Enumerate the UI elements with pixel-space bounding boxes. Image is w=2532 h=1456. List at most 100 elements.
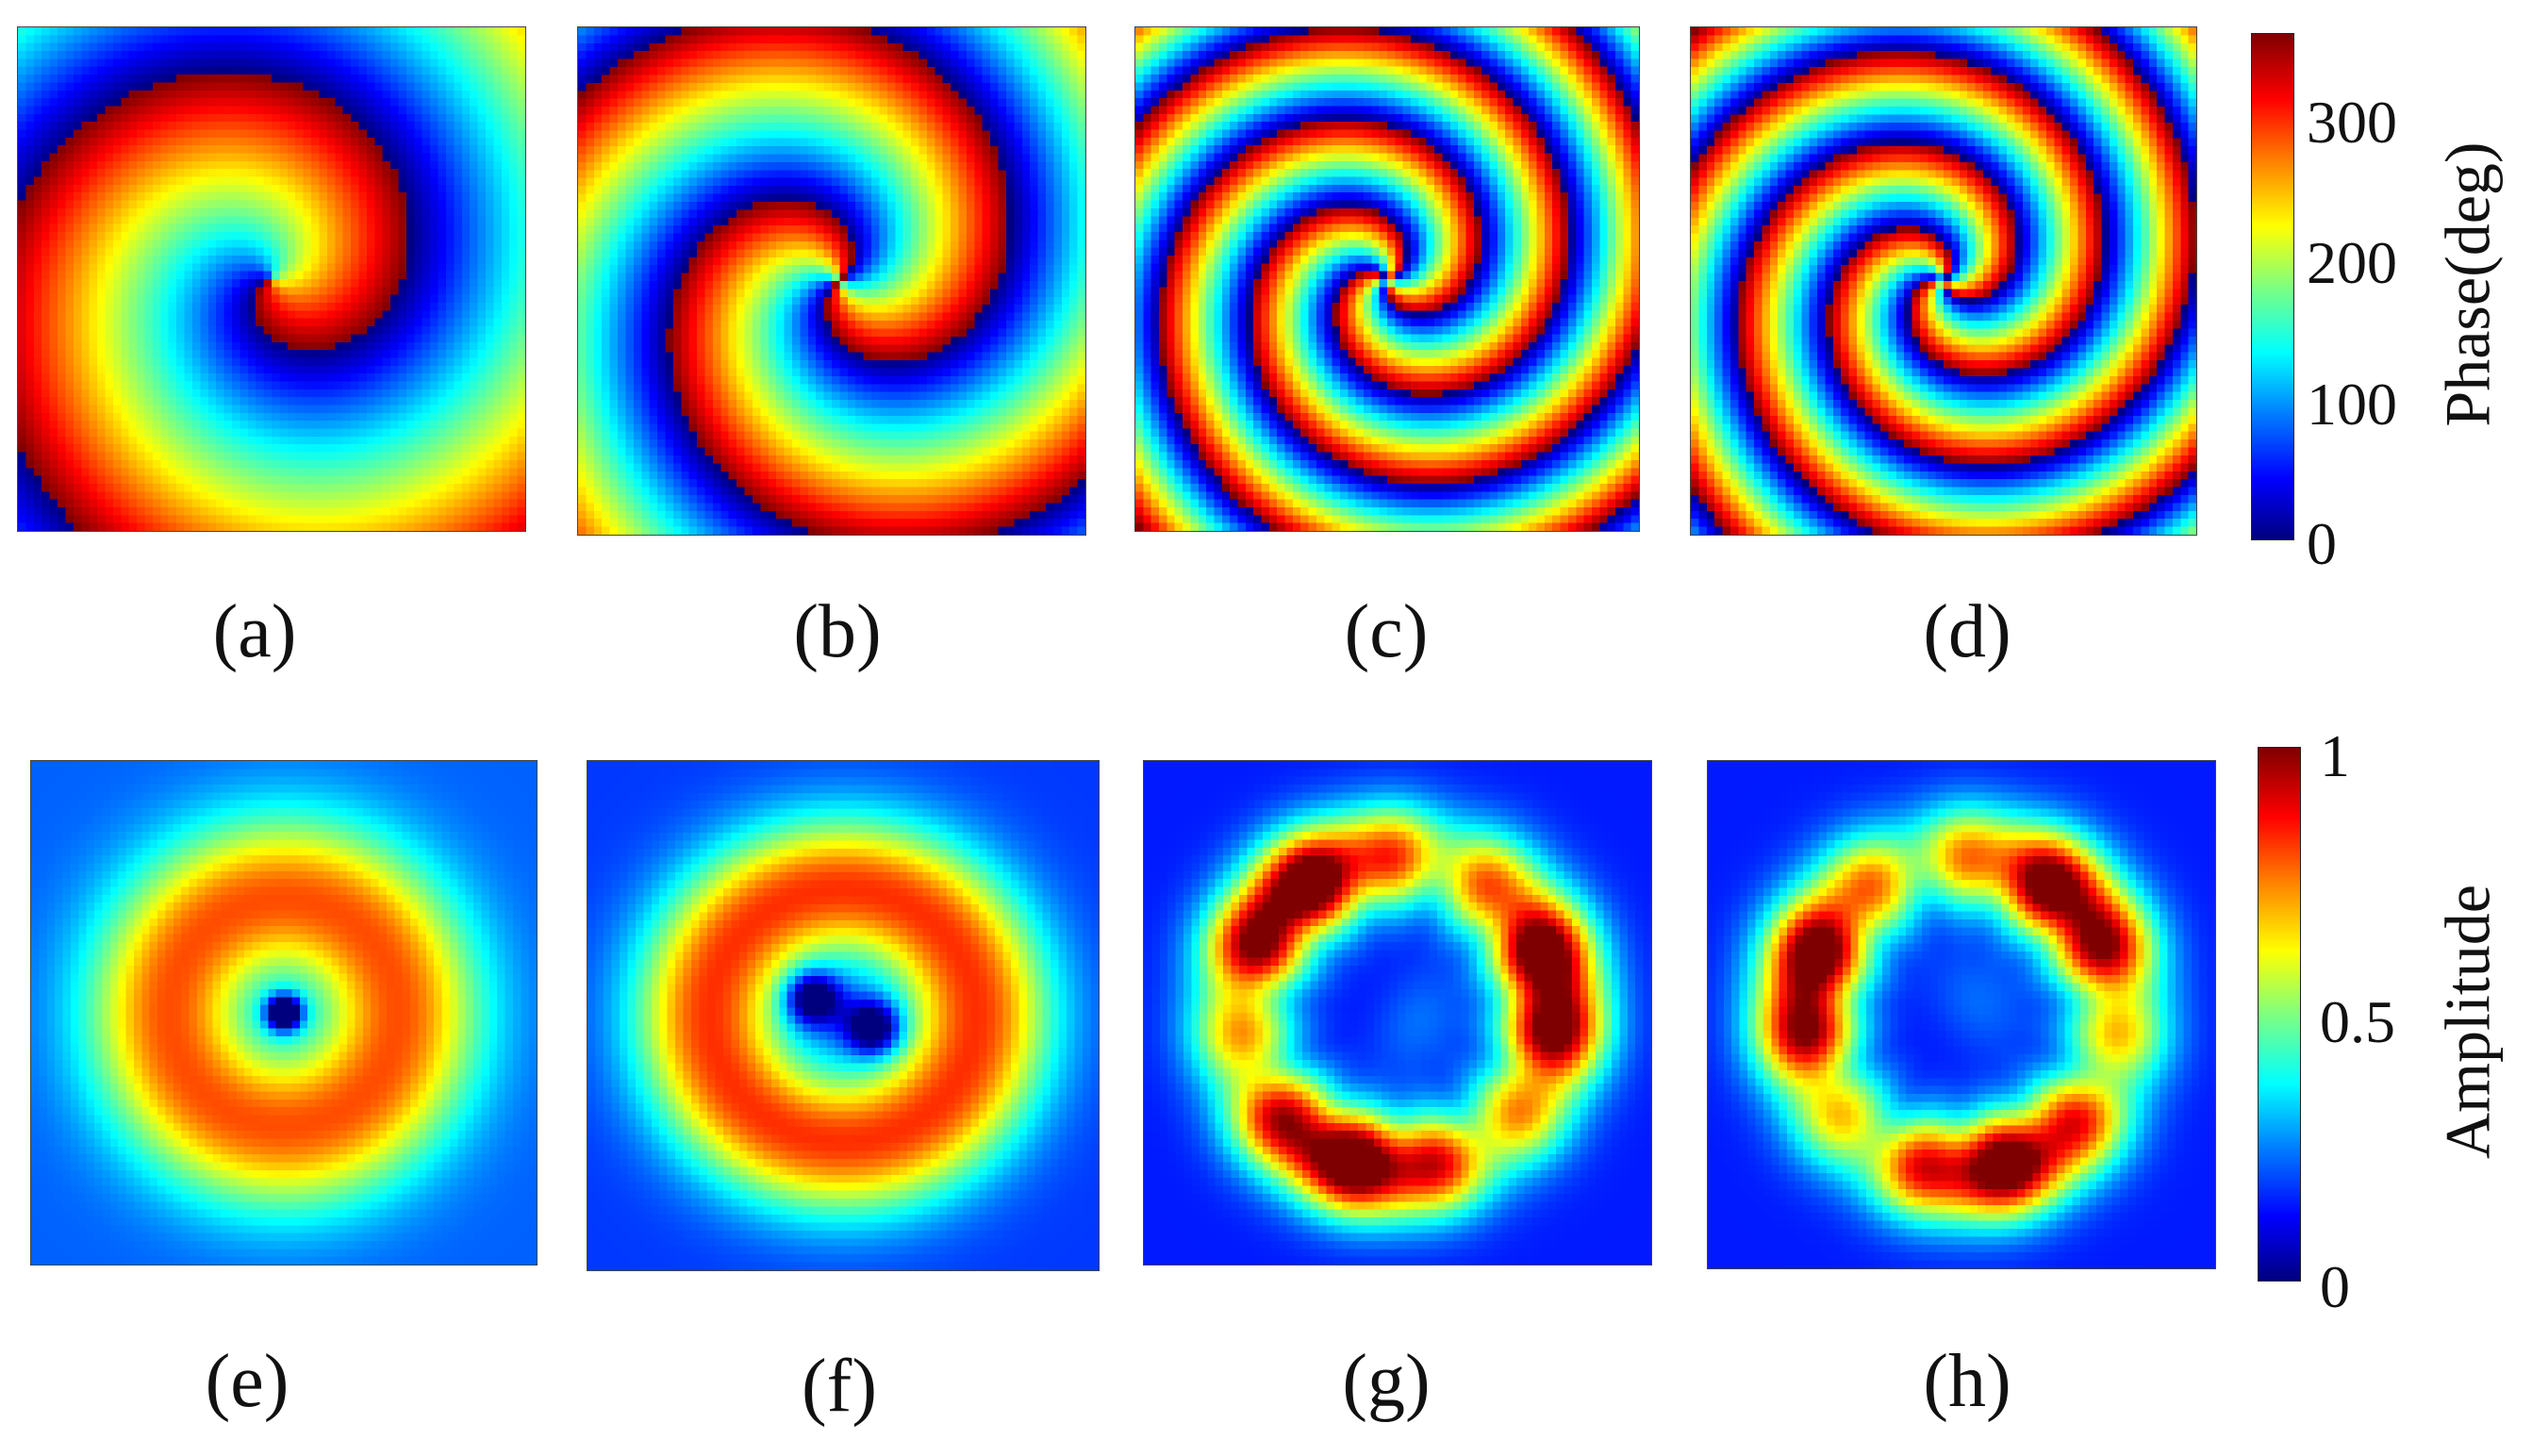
heatmap-cell — [97, 192, 106, 201]
heatmap-cell — [390, 310, 399, 320]
heatmap-cell — [1030, 74, 1038, 84]
heatmap-cell — [137, 499, 145, 508]
heatmap-cell — [366, 381, 375, 390]
heatmap-cell — [33, 231, 42, 240]
heatmap-cell — [295, 247, 305, 256]
heatmap-cell — [485, 428, 494, 438]
heatmap-cell — [105, 436, 114, 445]
heatmap-cell — [263, 98, 273, 107]
heatmap-cell — [374, 373, 384, 382]
heatmap-cell — [256, 184, 265, 193]
heatmap-cell — [374, 169, 384, 177]
heatmap-cell — [911, 107, 919, 115]
heatmap-cell — [279, 51, 289, 59]
heatmap-cell — [430, 169, 439, 177]
heatmap-cell — [128, 506, 138, 516]
heatmap-cell — [895, 42, 904, 52]
heatmap-cell — [414, 207, 423, 217]
heatmap-cell — [152, 506, 161, 516]
heatmap-cell — [405, 223, 415, 233]
heatmap-cell — [445, 240, 455, 249]
heatmap-cell — [430, 522, 439, 531]
heatmap-cell — [470, 74, 478, 83]
heatmap-cell — [144, 428, 154, 438]
heatmap-cell — [58, 334, 66, 343]
heatmap-cell — [200, 381, 209, 390]
heatmap-cell — [319, 122, 328, 130]
heatmap-cell — [279, 318, 289, 327]
heatmap-cell — [517, 82, 525, 91]
heatmap-cell — [263, 113, 273, 123]
heatmap-cell — [390, 137, 399, 146]
heatmap-cell — [303, 90, 312, 99]
heatmap-cell — [784, 51, 793, 60]
heatmap-cell — [461, 231, 471, 240]
heatmap-cell — [319, 184, 328, 193]
heatmap-cell — [501, 106, 510, 115]
heatmap-cell — [319, 145, 328, 154]
heatmap-cell — [776, 107, 785, 115]
heatmap-cell — [144, 137, 154, 146]
heatmap-cell — [665, 98, 674, 108]
heatmap-cell — [879, 58, 888, 68]
heatmap-cell — [89, 255, 98, 264]
heatmap-cell — [112, 176, 122, 186]
heatmap-cell — [485, 82, 494, 91]
heatmap-cell — [168, 129, 177, 139]
heatmap-cell — [168, 294, 177, 304]
heatmap-cell — [184, 35, 193, 44]
heatmap-cell — [430, 506, 439, 516]
heatmap-cell — [501, 287, 510, 296]
heatmap-cell — [121, 483, 130, 492]
heatmap-cell — [168, 200, 177, 209]
heatmap-cell — [105, 35, 114, 44]
heatmap-cell — [1030, 67, 1038, 75]
heatmap-cell — [470, 231, 478, 240]
heatmap-cell — [137, 263, 145, 273]
heatmap-cell — [18, 341, 26, 351]
heatmap-cell — [405, 279, 415, 288]
heatmap-cell — [216, 35, 224, 44]
heatmap-cell — [414, 475, 423, 485]
heatmap-cell — [839, 91, 849, 100]
heatmap-cell — [287, 192, 296, 201]
heatmap-cell — [1037, 98, 1047, 108]
heatmap-cell — [720, 122, 730, 131]
heatmap-cell — [144, 160, 154, 170]
heatmap-cell — [263, 271, 273, 280]
heatmap-cell — [49, 98, 58, 107]
heatmap-cell — [1053, 122, 1063, 131]
heatmap-cell — [33, 365, 42, 374]
heatmap-cell — [176, 310, 185, 320]
heatmap-cell — [160, 350, 170, 358]
heatmap-cell — [477, 436, 487, 445]
heatmap-cell — [65, 137, 74, 146]
heatmap-cell — [303, 405, 312, 414]
heatmap-cell — [279, 240, 289, 249]
heatmap-cell — [112, 412, 122, 422]
heatmap-cell — [41, 192, 51, 201]
heatmap-cell — [49, 341, 58, 351]
heatmap-cell — [351, 389, 359, 398]
heatmap-cell — [501, 240, 510, 249]
heatmap-cell — [128, 326, 138, 335]
heatmap-cell — [374, 294, 384, 304]
heatmap-cell — [342, 444, 352, 453]
heatmap-cell — [240, 444, 249, 453]
heatmap-cell — [998, 35, 1007, 44]
heatmap-cell — [1014, 107, 1023, 115]
heatmap-cell — [422, 365, 431, 374]
heatmap-cell — [144, 192, 154, 201]
heatmap-cell — [517, 334, 525, 343]
heatmap-cell — [382, 334, 391, 343]
heatmap-cell — [390, 444, 399, 453]
heatmap-cell — [358, 145, 368, 154]
heatmap-cell — [303, 468, 312, 477]
heatmap-cell — [358, 27, 368, 36]
heatmap-cell — [390, 459, 399, 469]
heatmap-cell — [176, 468, 185, 477]
heatmap-cell — [1021, 82, 1031, 91]
heatmap-cell — [454, 58, 463, 68]
heatmap-cell — [454, 506, 463, 516]
heatmap-cell — [382, 405, 391, 414]
